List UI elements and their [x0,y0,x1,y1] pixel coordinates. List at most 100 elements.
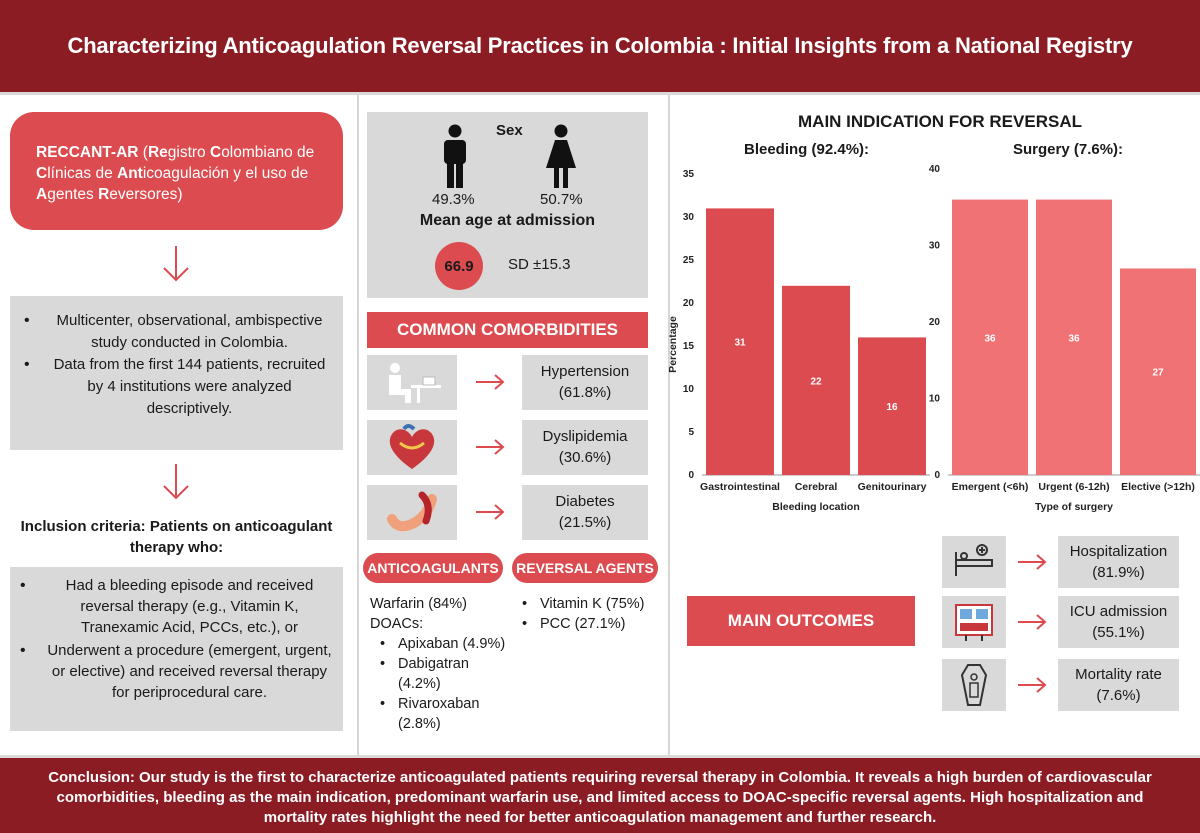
column-divider [668,95,670,755]
inclusion-text: Had a bleeding episode and received reve… [65,577,314,636]
coffin-icon [942,659,1006,711]
x-tick-label: Genitourinary [858,481,927,493]
comorbidity-name: Dyslipidemia [542,428,628,445]
bar-value-label: 31 [734,338,746,349]
conclusion-banner: Conclusion: Our study is the first to ch… [0,755,1200,833]
y-tick-label: 40 [929,164,941,175]
y-tick-label: 0 [934,470,940,481]
title-banner: Characterizing Anticoagulation Reversal … [0,0,1200,95]
arrow-down-icon [163,464,189,500]
y-tick-label: 5 [688,427,694,438]
arrow-down-icon [163,246,189,282]
outcome-pct: (55.1%) [1092,624,1145,641]
inclusion-title: Inclusion criteria: Patients on anticoag… [20,518,333,556]
bar-value-label: 36 [984,333,996,344]
reversal-agents-list: • Vitamin K (75%) • PCC (27.1%) [522,594,662,634]
conclusion-text: Conclusion: Our study is the first to ch… [48,769,1152,826]
y-tick-label: 10 [683,384,695,395]
comorbidity-diabetes: Diabetes (21.5%) [522,485,648,540]
page-title: Characterizing Anticoagulation Reversal … [67,33,1133,58]
y-tick-label: 20 [929,317,941,328]
comorbidity-name: Hypertension [540,363,630,380]
outcome-name: ICU admission [1069,603,1168,620]
list-item: • Underwent a procedure (emergent, urgent… [20,642,332,701]
mean-age-badge: 66.9 [435,242,483,290]
list-item: • Had a bleeding episode and received rev… [20,575,333,638]
arrow-right-icon [1018,614,1047,630]
outcome-hospitalization: Hospitalization (81.9%) [1058,536,1179,588]
male-icon [444,124,466,188]
outcomes-label: MAIN OUTCOMES [687,596,915,646]
inclusion-criteria-box: • Had a bleeding episode and received rev… [10,567,343,731]
list-item: • PCC (27.1%) [522,616,626,632]
registry-name-box: RECCANT-AR (Registro Colombiano de Clíni… [10,112,343,230]
y-tick-label: 25 [683,255,695,266]
bar [706,208,774,475]
bleeding-chart-title: Bleeding (92.4%): [744,141,870,158]
outcome-name: Mortality rate [1075,666,1162,683]
reversal-agents-label: REVERSAL AGENTS [512,553,658,583]
registry-name: RECCANT-AR (Registro Colombiano de Clíni… [36,144,315,203]
y-axis-label: Percentage [667,316,679,373]
list-item: • Rivaroxaban (2.8%) [380,696,480,732]
bar-value-label: 27 [1152,368,1164,379]
bar [782,285,850,475]
bar-value-label: 36 [1068,333,1080,344]
list-item: • Data from the first 144 patients, recru… [24,354,329,420]
list-item: • Dabigatran (4.2%) [380,656,469,692]
bar [858,337,926,475]
female-percentage: 50.7% [540,191,583,208]
design-text: Multicenter, observational, ambispective… [56,312,323,351]
comorbidity-name: Diabetes [555,493,615,510]
anticoagulants-list: Warfarin (84%) DOACs: • Apixaban (4.9%) •… [370,594,510,734]
x-tick-label: Cerebral [795,481,838,493]
x-axis-label: Type of surgery [1035,501,1113,513]
hospital-bed-icon [942,536,1006,588]
outcome-pct: (81.9%) [1092,564,1145,581]
female-icon [546,124,576,188]
bar-value-label: 22 [810,376,822,387]
sex-label: Sex [496,122,523,139]
arrow-right-icon [476,439,505,455]
doacs-label: DOACs: [370,616,424,632]
inclusion-text: Underwent a procedure (emergent, urgent,… [47,642,332,701]
bar [1036,199,1112,475]
list-item: • Vitamin K (75%) [522,596,645,612]
study-design-box: • Multicenter, observational, ambispectiv… [10,296,343,450]
age-sd: SD ±15.3 [508,256,571,273]
y-tick-label: 10 [929,394,941,405]
x-tick-label: Urgent (6-12h) [1038,481,1109,493]
y-tick-label: 20 [683,298,695,309]
list-item: • Multicenter, observational, ambispectiv… [24,310,329,354]
bar [952,199,1028,475]
comorbidity-hypertension: Hypertension (61.8%) [522,355,648,410]
heart-icon [367,420,457,475]
x-tick-label: Emergent (<6h) [952,481,1029,493]
arrow-right-icon [1018,554,1047,570]
design-text: Data from the first 144 patients, recrui… [53,356,326,417]
bar-value-label: 16 [886,402,898,413]
outcome-name: Hospitalization [1069,543,1168,560]
pancreas-icon [367,485,457,540]
bar [1120,268,1196,475]
blood-pressure-icon [367,355,457,410]
anticoagulants-label: ANTICOAGULANTS [363,553,503,583]
age-label: Mean age at admission [419,212,596,229]
demographics-box [367,112,648,298]
y-tick-label: 35 [683,169,695,180]
comorbidity-dyslipidemia: Dyslipidemia (30.6%) [522,420,648,475]
arrow-right-icon [476,374,505,390]
y-tick-label: 30 [929,241,941,252]
arrow-right-icon [1018,677,1047,693]
outcome-icu-admission: ICU admission (55.1%) [1058,596,1179,648]
x-tick-label: Elective (>12h) [1121,481,1195,493]
warfarin-item: Warfarin (84%) [370,596,467,612]
column-divider [357,95,359,755]
comorbidities-header: COMMON COMORBIDITIES [367,312,648,348]
icu-monitor-icon [942,596,1006,648]
surgery-chart-title: Surgery (7.6%): [1013,141,1124,158]
arrow-right-icon [476,504,505,520]
list-item: • Apixaban (4.9%) [380,636,506,652]
indication-title: MAIN INDICATION FOR REVERSAL [798,112,1082,131]
